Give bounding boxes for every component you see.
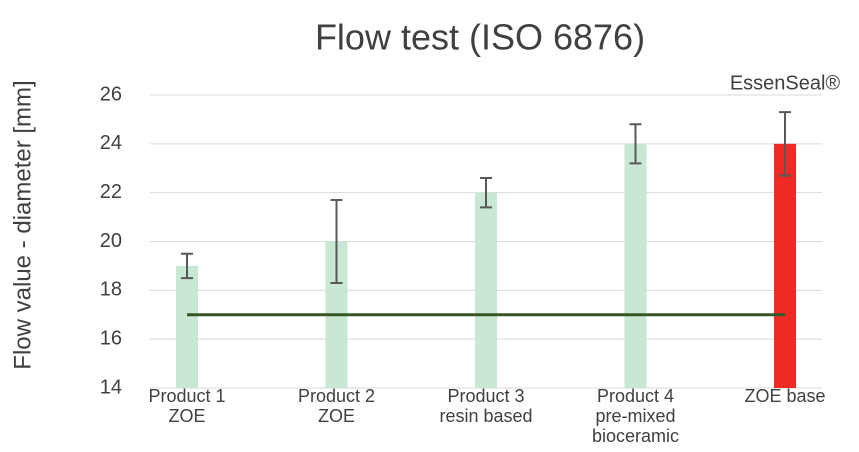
x-tick-label: Product 1 [148,386,225,406]
error-bar [330,198,343,285]
y-tick-label: 24 [100,132,122,154]
error-bar [779,111,791,177]
bar [624,143,647,388]
y-axis-label: Flow value - diameter [mm] [9,80,36,369]
chart-title: Flow test (ISO 6876) [315,17,645,58]
x-tick-label: Product 3 [447,386,524,406]
x-tick-label: bioceramic [592,426,679,446]
bar [774,143,796,388]
x-tick-label: pre-mixed [595,406,675,426]
x-tick-label: ZOE base [744,386,825,406]
error-bar [181,252,193,280]
y-tick-label: 26 [100,83,122,105]
x-tick-label: resin based [439,406,532,426]
bar [475,192,497,388]
x-tick-label: Product 4 [597,386,674,406]
y-tick-label: 14 [100,376,122,398]
error-bar [629,123,642,165]
x-tick-label: ZOE [168,406,205,426]
annotation: EssenSeal® [730,72,841,94]
y-tick-label: 22 [100,181,122,203]
x-tick-label: ZOE [318,406,355,426]
y-tick-label: 18 [100,279,122,301]
error-bar [480,177,492,209]
y-tick-label: 16 [100,327,122,349]
x-tick-label: Product 2 [298,386,375,406]
bar [176,265,198,388]
y-tick-label: 20 [100,230,122,252]
